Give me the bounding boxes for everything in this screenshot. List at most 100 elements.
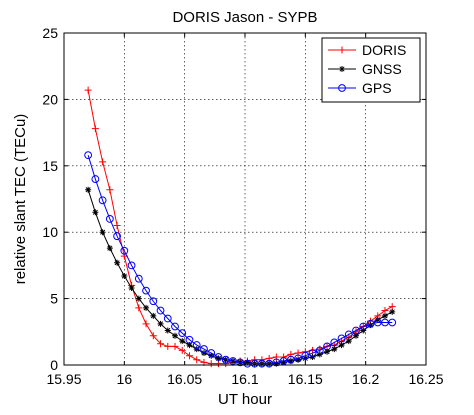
x-tick-label: 16.15 [288, 371, 323, 387]
legend-box [321, 37, 421, 103]
gps-data-point [171, 322, 179, 331]
gps-data-point [229, 357, 237, 365]
legend-doris-label: DORIS [362, 42, 406, 58]
doris-series [84, 86, 396, 368]
gnss-data-point [186, 342, 193, 349]
gps-data-point [366, 319, 375, 328]
x-tick-label: 16.2 [352, 371, 379, 387]
gnss-data-point [193, 346, 200, 353]
y-tick-label: 20 [42, 91, 58, 107]
gps-data-point [98, 196, 107, 205]
gps-data-point [301, 351, 310, 360]
x-tick-label: 16.25 [408, 371, 443, 387]
x-axis-label: UT hour [218, 391, 272, 408]
gnss-data-point [309, 354, 316, 361]
gps-data-point [200, 345, 208, 353]
doris-data-point [178, 346, 186, 354]
axis-ticks: 15.95 16 16.05 16.1 16.15 16.2 16.25 0 5 10 15 20 25 [42, 25, 443, 387]
legend-gnss-marker [339, 66, 345, 72]
plot-series [84, 86, 397, 368]
gnss-data-point [121, 273, 128, 280]
legend: DORIS GNSS GPS [321, 37, 421, 103]
gnss-data-point [374, 316, 381, 323]
doris-data-point [157, 340, 165, 348]
y-axis-label: relative slant TEC (TECu) [12, 114, 29, 285]
x-tick-label: 16.05 [167, 371, 202, 387]
gnss-data-point [367, 322, 374, 329]
gnss-data-point [302, 355, 309, 362]
gps-data-point [352, 326, 360, 335]
gnss-data-point [164, 327, 171, 334]
gnss-data-point [150, 312, 157, 319]
gps-data-point [207, 349, 216, 357]
y-tick-label: 15 [42, 158, 58, 174]
gps-data-point [286, 355, 295, 364]
gps-data-point [156, 306, 165, 315]
gps-data-point [388, 318, 397, 327]
gnss-data-point [172, 332, 179, 339]
x-tick-label: 16 [117, 371, 133, 387]
gnss-data-point [324, 348, 331, 355]
gps-data-point [149, 297, 158, 306]
gps-data-point [84, 151, 93, 160]
chart-title: DORIS Jason - SYPB [172, 9, 317, 26]
doris-data-point [113, 222, 121, 230]
doris-data-point [171, 342, 179, 350]
gps-data-point [337, 334, 346, 343]
gps-data-point [265, 359, 274, 368]
gps-data-point [294, 354, 302, 363]
gnss-data-point [338, 342, 345, 349]
doris-data-point [99, 158, 107, 166]
gps-data-point [192, 341, 201, 349]
gps-data-point [214, 353, 223, 361]
x-tick-label: 15.95 [46, 371, 81, 387]
gps-data-point [308, 349, 317, 357]
gps-series [84, 151, 397, 368]
y-tick-label: 25 [42, 25, 58, 41]
gps-data-point [359, 322, 368, 331]
gps-data-point [185, 335, 194, 344]
doris-data-point [207, 360, 215, 368]
doris-data-point [84, 86, 92, 94]
gps-data-point [344, 330, 353, 339]
gps-data-point [142, 286, 150, 295]
doris-data-point [142, 320, 150, 328]
gnss-data-point [287, 358, 294, 365]
legend-doris-marker [338, 46, 346, 54]
gnss-data-point [316, 351, 323, 358]
doris-series-line [87, 90, 393, 365]
gnss-data-point [353, 332, 360, 339]
gnss-data-point [295, 356, 302, 363]
gps-data-point [127, 261, 136, 270]
gnss-data-point [215, 355, 222, 362]
doris-data-point [106, 186, 114, 194]
gnss-data-point [128, 284, 135, 291]
gnss-data-point [85, 186, 92, 193]
gnss-data-point [273, 360, 280, 367]
doris-data-point [193, 356, 201, 364]
y-tick-label: 10 [42, 224, 58, 240]
gnss-data-point [360, 327, 367, 334]
doris-data-point [164, 342, 172, 350]
gnss-data-point [381, 312, 388, 319]
gnss-data-point [143, 304, 150, 311]
gps-data-point [163, 314, 172, 323]
gps-data-point [323, 342, 331, 351]
legend-gnss-label: GNSS [362, 61, 402, 77]
doris-data-point [185, 352, 193, 360]
gps-data-point [134, 274, 143, 283]
gps-data-point [120, 246, 129, 255]
gps-data-point [236, 358, 245, 367]
gnss-data-point [200, 350, 207, 357]
doris-data-point [301, 348, 309, 356]
y-tick-label: 5 [50, 291, 58, 307]
gnss-data-point [345, 338, 352, 345]
gnss-data-point [244, 359, 251, 366]
gnss-data-point [92, 209, 99, 216]
y-tick-label: 0 [50, 357, 58, 373]
gnss-data-point [280, 359, 287, 366]
grid-lines [64, 33, 426, 365]
legend-gps-marker [338, 84, 346, 92]
